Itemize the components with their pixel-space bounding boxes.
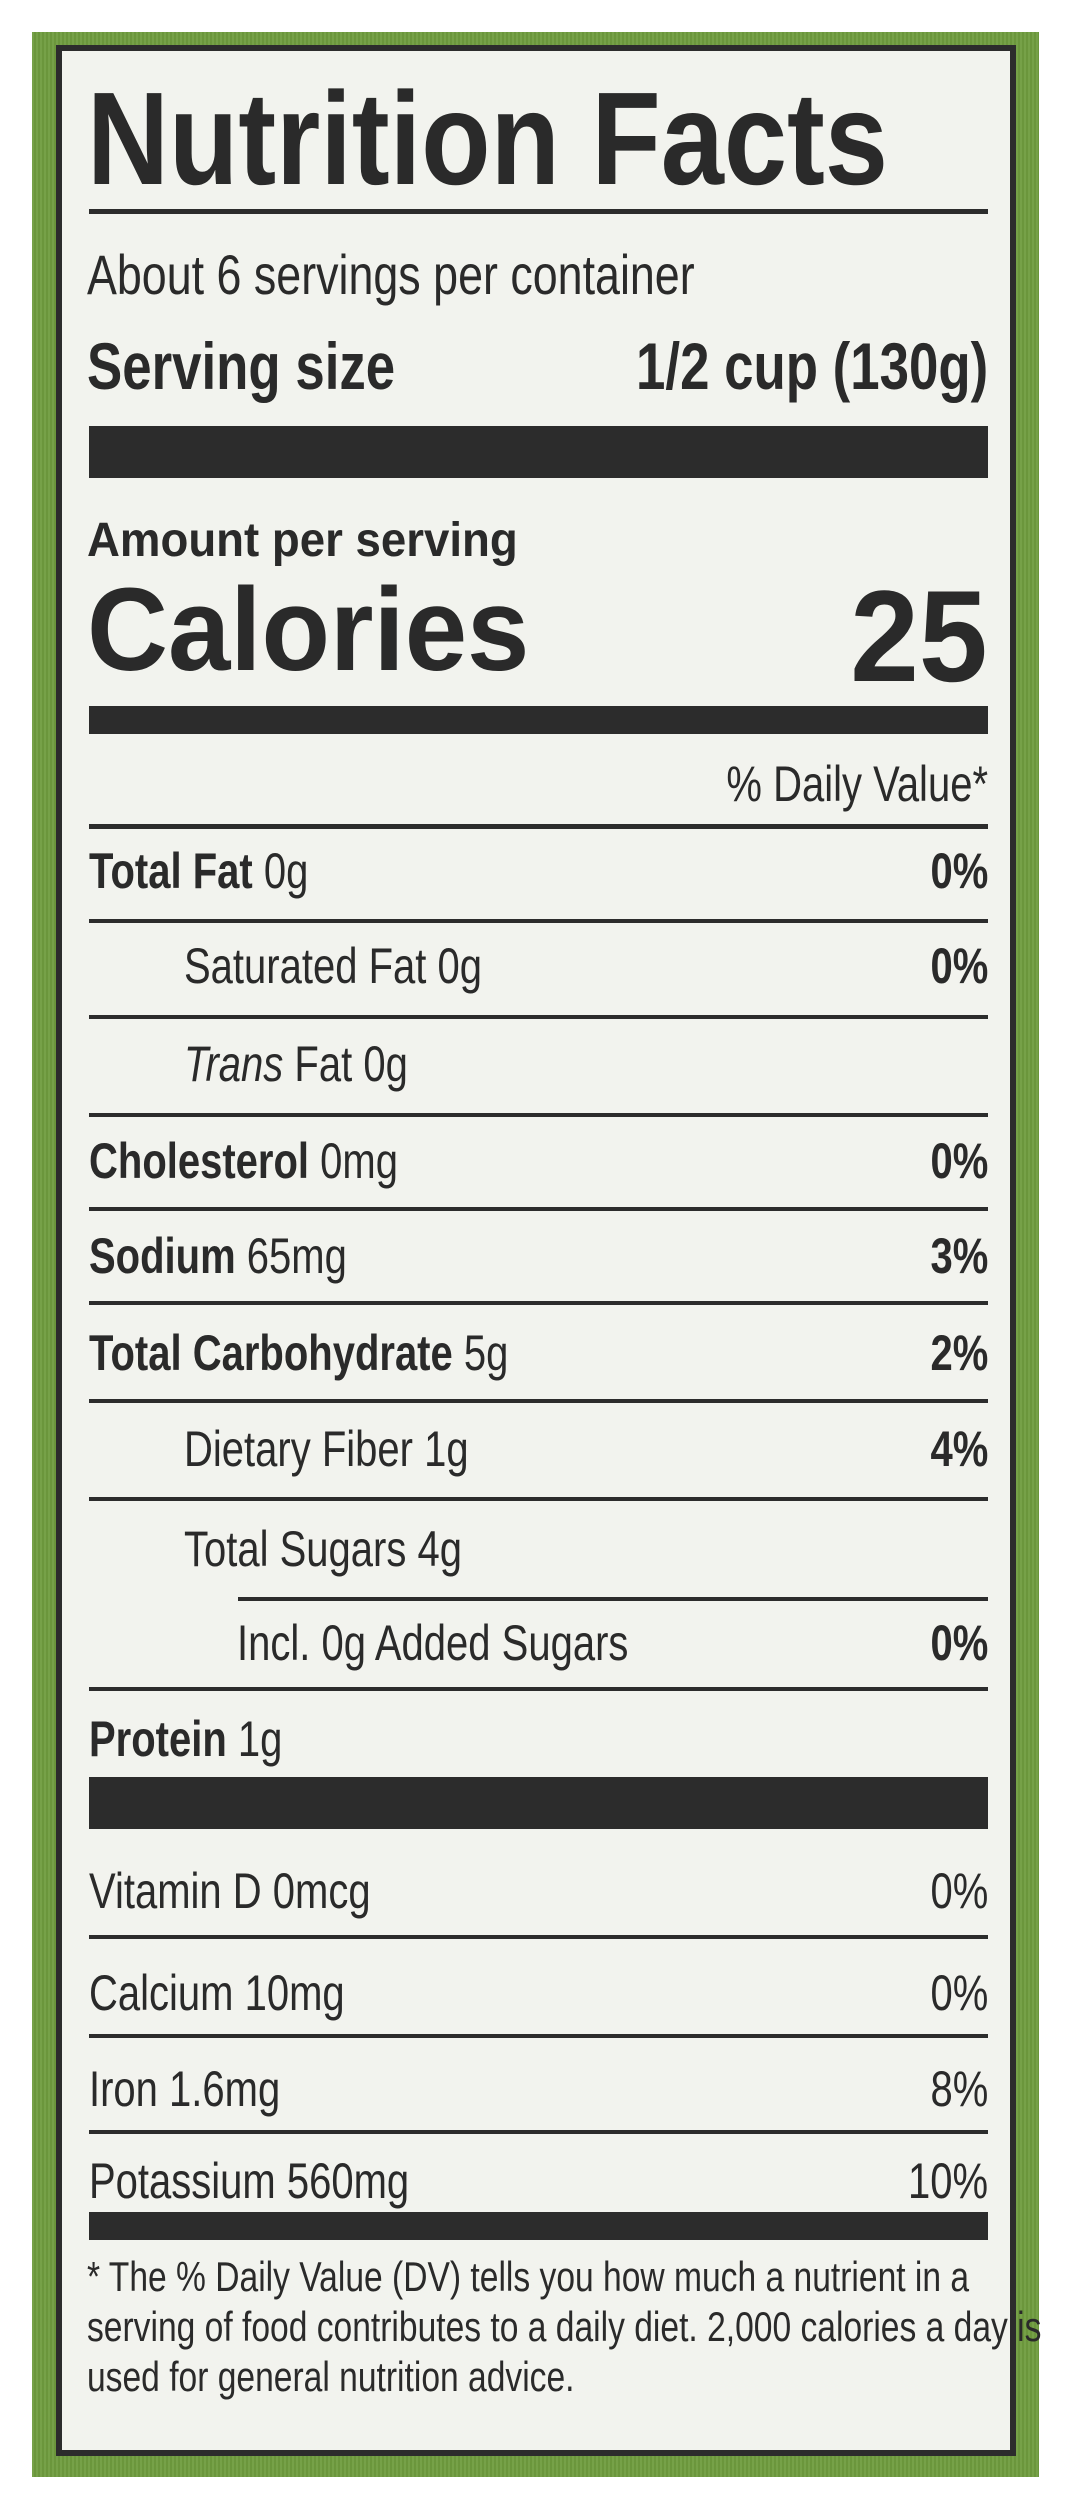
- divider: [89, 1113, 988, 1117]
- nutrient-dv: 3%: [930, 1228, 988, 1284]
- micronutrient-dv: 0%: [930, 1863, 988, 1919]
- nutrient-name: Cholesterol: [89, 1133, 310, 1189]
- micronutrient-dv: 10%: [907, 2153, 988, 2209]
- nutrient-label: Total Carbohydrate 5g: [89, 1328, 613, 1378]
- nutrient-row-saturated-fat: Saturated Fat 0g 0%: [89, 936, 988, 996]
- nutrient-label: Total Fat 0g: [89, 846, 363, 896]
- nutrient-row-added-sugars: Incl. 0g Added Sugars 0%: [89, 1613, 988, 1673]
- divider: [89, 1301, 988, 1305]
- serving-size-label: Serving size: [87, 329, 396, 403]
- nutrient-label: Total Sugars 4g: [184, 1524, 531, 1574]
- nutrient-amount: 65mg: [246, 1228, 347, 1284]
- calories-label: Calories: [87, 564, 530, 696]
- micronutrient-dv: 8%: [930, 2061, 988, 2117]
- nutrient-row-dietary-fiber: Dietary Fiber 1g 4%: [89, 1419, 988, 1479]
- nutrient-row-protein: Protein 1g: [89, 1709, 988, 1769]
- nutrient-label: Sodium 65mg: [89, 1231, 411, 1281]
- nutrient-label: Dietary Fiber 1g: [184, 1424, 540, 1474]
- nutrient-amount: 1g: [237, 1711, 283, 1767]
- micronutrient-row-calcium: Calcium 10mg 0%: [89, 1963, 988, 2023]
- nutrient-dv: 0%: [930, 1615, 988, 1671]
- nutrient-row-total-fat: Total Fat 0g 0%: [89, 841, 988, 901]
- medium-divider: [89, 706, 988, 734]
- thick-divider: [89, 426, 988, 478]
- nutrient-name: Saturated Fat: [184, 938, 427, 994]
- micronutrient-label: Vitamin D 0mcg: [89, 1863, 371, 1919]
- divider: [89, 824, 988, 829]
- thick-divider: [89, 1777, 988, 1829]
- nutrient-dv: 2%: [930, 1325, 988, 1381]
- nutrient-label: Incl. 0g Added Sugars: [237, 1615, 629, 1671]
- servings-per-container: About 6 servings per container: [87, 243, 695, 306]
- divider: [89, 209, 988, 214]
- medium-divider: [89, 2212, 988, 2240]
- nutrient-label: Trans Fat 0g: [184, 1039, 464, 1089]
- nutrient-row-cholesterol: Cholesterol 0mg 0%: [89, 1131, 988, 1191]
- nutrient-label: Saturated Fat 0g: [184, 941, 557, 991]
- nutrient-dv: 0%: [930, 1133, 988, 1189]
- nutrient-row-total-sugars: Total Sugars 4g: [89, 1519, 988, 1579]
- nutrient-name: Dietary Fiber: [184, 1421, 413, 1477]
- micronutrient-label: Calcium 10mg: [89, 1965, 345, 2021]
- footnote-line: serving of food contributes to a daily d…: [87, 2303, 1042, 2350]
- nutrient-name: Trans: [184, 1036, 284, 1092]
- nutrient-label: Cholesterol 0mg: [89, 1136, 475, 1186]
- nutrient-amount: 0g: [437, 938, 483, 994]
- nutrient-dv: 0%: [930, 843, 988, 899]
- divider: [238, 1597, 988, 1601]
- micronutrient-label: Potassium 560mg: [89, 2153, 410, 2209]
- nutrition-facts-label: Nutrition Facts About 6 servings per con…: [56, 45, 1041, 2456]
- footnote-line: * The % Daily Value (DV) tells you how m…: [87, 2253, 970, 2300]
- footnote-line: used for general nutrition advice.: [87, 2353, 575, 2400]
- nutrient-name: Total Fat: [89, 843, 253, 899]
- divider: [89, 2130, 988, 2134]
- nutrient-dv: 0%: [930, 938, 988, 994]
- divider: [89, 1015, 988, 1019]
- divider: [89, 1399, 988, 1403]
- calories-value: 25: [850, 563, 988, 709]
- nutrient-label: Protein 1g: [89, 1714, 331, 1764]
- divider: [89, 919, 988, 923]
- micronutrient-row-iron: Iron 1.6mg 8%: [89, 2059, 988, 2119]
- amount-per-serving: Amount per serving: [87, 514, 518, 567]
- nutrient-amount: 0g: [263, 843, 309, 899]
- divider: [89, 1935, 988, 1939]
- label-title: Nutrition Facts: [87, 65, 888, 212]
- nutrient-amount: 0g: [363, 1036, 408, 1092]
- micronutrient-dv: 0%: [930, 1965, 988, 2021]
- nutrient-name: Sodium: [89, 1228, 236, 1284]
- nutrient-name: Total Sugars: [184, 1521, 407, 1577]
- divider: [89, 1207, 988, 1211]
- micronutrient-label: Iron 1.6mg: [89, 2061, 281, 2117]
- nutrient-row-total-carbohydrate: Total Carbohydrate 5g 2%: [89, 1323, 988, 1383]
- nutrient-name-suffix: Fat: [294, 1036, 353, 1092]
- nutrient-row-trans-fat: Trans Fat 0g: [89, 1034, 988, 1094]
- micronutrient-row-vitamin-d: Vitamin D 0mcg 0%: [89, 1861, 988, 1921]
- nutrient-name: Protein: [89, 1711, 227, 1767]
- daily-value-header: % Daily Value*: [726, 756, 988, 812]
- nutrient-amount: 0mg: [320, 1133, 398, 1189]
- divider: [89, 2034, 988, 2038]
- nutrient-amount: 5g: [463, 1325, 509, 1381]
- divider: [89, 1687, 988, 1691]
- nutrient-name: Total Carbohydrate: [89, 1325, 453, 1381]
- divider: [89, 1497, 988, 1501]
- nutrient-dv: 4%: [930, 1421, 988, 1477]
- serving-size-value: 1/2 cup (130g): [635, 329, 988, 403]
- nutrient-amount: 4g: [417, 1521, 462, 1577]
- nutrient-row-sodium: Sodium 65mg 3%: [89, 1226, 988, 1286]
- nutrient-amount: 1g: [424, 1421, 469, 1477]
- micronutrient-row-potassium: Potassium 560mg 10%: [89, 2151, 988, 2211]
